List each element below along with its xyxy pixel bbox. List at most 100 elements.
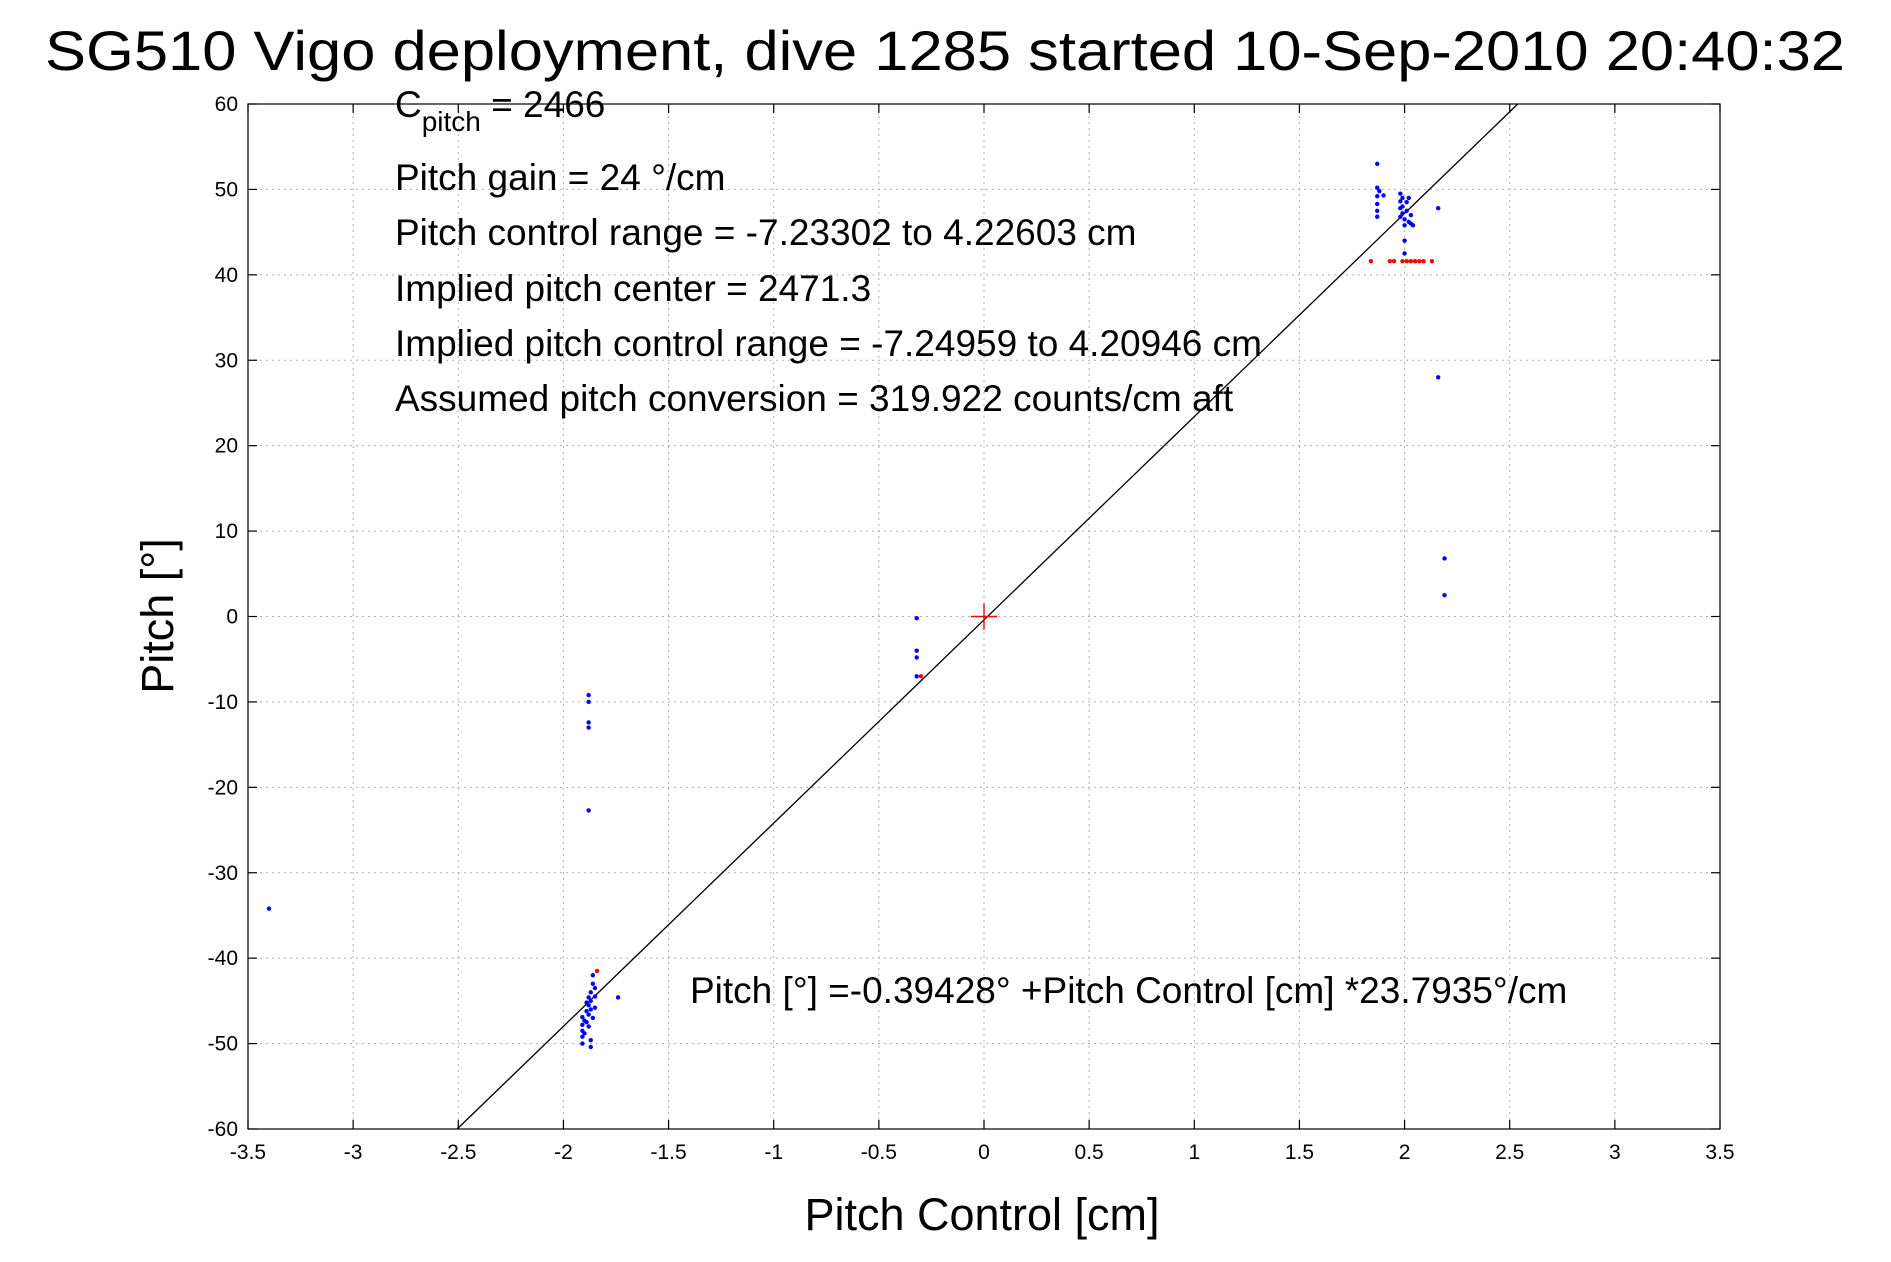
data-point-blue — [580, 1041, 585, 1046]
data-point-red — [1391, 258, 1397, 264]
data-point-blue — [1375, 161, 1380, 166]
data-point-blue — [1375, 185, 1380, 190]
y-tick-label: -10 — [208, 691, 238, 714]
data-point-blue — [1375, 214, 1380, 219]
data-point-blue — [590, 981, 596, 986]
data-point-blue — [592, 994, 598, 999]
c-pitch-base: C — [395, 84, 422, 125]
x-tick-label: 2.5 — [1495, 1141, 1524, 1164]
center-marker-group — [971, 603, 997, 630]
data-point-red — [1368, 258, 1374, 264]
data-point-blue — [1436, 375, 1441, 380]
data-point-blue — [1442, 556, 1447, 561]
data-point-red — [1421, 258, 1426, 264]
x-tick-label: 3.5 — [1705, 1141, 1734, 1164]
data-point-red — [1417, 258, 1422, 264]
y-tick-label: 0 — [226, 606, 238, 629]
data-point-blue — [1406, 195, 1411, 201]
data-point-blue — [584, 1020, 589, 1025]
x-tick-label: -0.5 — [861, 1141, 897, 1164]
data-point-blue — [582, 1031, 587, 1036]
data-point-red — [918, 674, 924, 679]
y-tick-label: 40 — [215, 264, 238, 287]
y-tick-label: 50 — [215, 178, 238, 201]
data-point-red — [1404, 258, 1409, 264]
y-tick-label: 20 — [215, 435, 238, 458]
x-tick-label: -2 — [554, 1141, 573, 1164]
x-tick-label: -2.5 — [440, 1141, 476, 1164]
data-point-red — [1408, 258, 1414, 264]
data-point-blue — [1442, 592, 1447, 598]
data-point-blue — [584, 1008, 589, 1014]
data-point-red — [1429, 258, 1435, 264]
data-point-blue — [586, 995, 591, 1000]
data-point-blue — [586, 720, 591, 725]
data-point-blue — [1398, 191, 1403, 196]
data-point-blue — [580, 1022, 585, 1027]
data-point-blue — [586, 808, 591, 813]
assumed-pitch-conversion-text: Assumed pitch conversion = 319.922 count… — [395, 378, 1234, 419]
c-pitch-subscript: pitch — [422, 106, 481, 137]
x-tick-label: 1 — [1188, 1141, 1200, 1164]
c-pitch-label: Cpitch = 2466 — [395, 84, 605, 137]
data-point-blue — [1400, 211, 1405, 216]
data-point-blue — [914, 674, 919, 679]
data-point-blue — [586, 699, 591, 705]
data-point-blue — [580, 1034, 585, 1039]
data-point-blue — [588, 998, 593, 1004]
y-tick-label: 60 — [215, 93, 238, 116]
data-point-red — [594, 968, 600, 974]
data-point-blue — [586, 725, 591, 730]
data-point-blue — [586, 1002, 591, 1008]
x-axis-label: Pitch Control [cm] — [804, 1189, 1159, 1240]
data-point-blue — [1400, 204, 1405, 209]
implied-pitch-center-text: Implied pitch center = 2471.3 — [395, 268, 871, 309]
pitch-control-range-text: Pitch control range = -7.23302 to 4.2260… — [395, 212, 1137, 253]
x-tick-label: 2 — [1399, 1141, 1411, 1164]
data-point-blue — [914, 655, 919, 660]
data-point-blue — [1381, 193, 1386, 198]
data-point-blue — [1377, 188, 1382, 194]
implied-pitch-control-range-text: Implied pitch control range = -7.24959 t… — [395, 323, 1262, 364]
data-point-blue — [914, 616, 919, 621]
data-point-blue — [588, 1007, 593, 1012]
y-tick-label: -40 — [208, 947, 238, 970]
data-point-blue — [588, 1037, 593, 1043]
x-tick-label: -1 — [764, 1141, 783, 1164]
data-point-blue — [914, 648, 919, 653]
c-pitch-value: = 2466 — [481, 84, 605, 125]
data-point-blue — [1410, 223, 1416, 228]
data-point-blue — [586, 1012, 591, 1017]
y-tick-label: -20 — [208, 776, 238, 799]
data-point-blue — [1404, 200, 1409, 205]
data-point-blue — [615, 995, 621, 1000]
data-point-blue — [1408, 212, 1414, 218]
y-tick-label: 10 — [215, 520, 238, 543]
data-point-blue — [1375, 194, 1380, 199]
chart-title: SG510 Vigo deployment, dive 1285 started… — [45, 19, 1845, 82]
axis-ticks: -3.5 -3 -2.5 -2 -1.5 -1 -0.5 0 0.5 1 1.5 2 2.5 3 3.5 60… — [208, 93, 1735, 1164]
x-tick-label: 0 — [978, 1141, 990, 1164]
y-tick-label: -60 — [208, 1118, 238, 1141]
data-point-blue — [1402, 238, 1407, 243]
data-point-red — [1400, 258, 1405, 264]
data-point-blue — [266, 906, 272, 911]
y-axis-label: Pitch [°] — [132, 538, 183, 694]
data-point-red — [1387, 258, 1393, 264]
data-point-blue — [588, 990, 593, 995]
annotation-block: Cpitch = 2466 Pitch gain = 24 °/cm Pitch… — [395, 84, 1262, 419]
data-point-blue — [1402, 223, 1407, 228]
y-tick-label: 30 — [215, 349, 238, 372]
data-point-blue — [1402, 251, 1407, 256]
pitch-gain-text: Pitch gain = 24 °/cm — [395, 157, 726, 198]
data-point-blue — [580, 1014, 585, 1020]
data-point-blue — [588, 1044, 593, 1050]
data-point-blue — [1402, 217, 1407, 222]
data-point-blue — [1400, 195, 1405, 201]
data-point-blue — [1375, 201, 1380, 207]
data-point-blue — [1404, 208, 1409, 213]
data-point-blue — [1398, 214, 1403, 219]
x-tick-label: 0.5 — [1075, 1141, 1104, 1164]
